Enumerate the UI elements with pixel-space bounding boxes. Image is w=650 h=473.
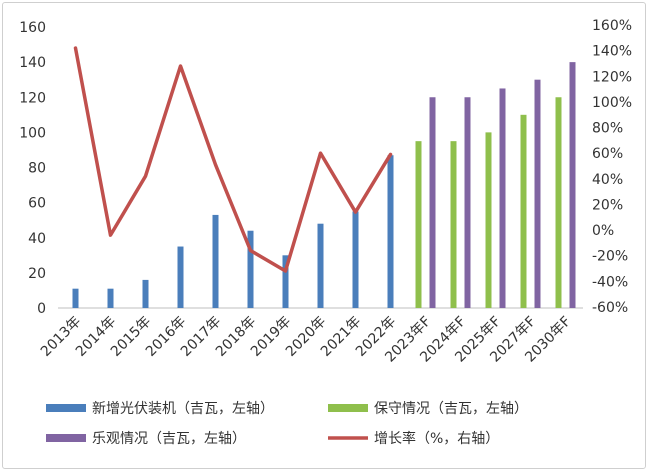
bar: [450, 141, 457, 308]
bar: [282, 255, 289, 308]
bar: [247, 230, 254, 308]
bar: [142, 279, 149, 308]
bar: [520, 114, 527, 308]
right-axis: -60% -40% -20% 0% 20% 40% 60% 80% 100% 120% 140% 16…: [592, 18, 632, 316]
bar: [317, 223, 324, 308]
growth-line: [73, 46, 393, 273]
left-axis-tick-label: 100: [19, 125, 46, 141]
right-axis-tick-label: 160%: [592, 18, 632, 34]
bars: [72, 62, 576, 308]
right-axis-tick-label: -20%: [592, 249, 628, 265]
left-axis-tick-label: 160: [19, 20, 46, 36]
legend-swatch-bar: [328, 404, 368, 412]
left-axis-tick-label: 0: [37, 301, 46, 317]
right-axis-tick-label: 60%: [592, 146, 623, 162]
left-axis-tick-label: 140: [19, 55, 46, 71]
bar: [534, 79, 541, 308]
right-axis-tick-label: -40%: [592, 274, 628, 290]
right-axis-tick-label: 120%: [592, 69, 632, 85]
left-axis-tick-label: 80: [28, 161, 46, 177]
right-axis-tick-label: 80%: [592, 121, 623, 137]
legend-swatch-bar: [46, 434, 86, 442]
bar: [352, 211, 359, 308]
bar: [499, 88, 506, 308]
legend-label: 保守情况（吉瓦，左轴）: [374, 401, 528, 417]
legend-swatch-bar: [46, 404, 86, 412]
bar: [464, 97, 471, 308]
x-axis: 2013年2014年2015年2016年2017年2018年2019年2020年…: [38, 307, 583, 366]
legend: 新增光伏装机（吉瓦，左轴） 保守情况（吉瓦，左轴） 乐观情况（吉瓦，左轴） 增长率（%…: [46, 401, 528, 447]
right-axis-tick-label: 100%: [592, 95, 632, 111]
right-axis-tick-label: 140%: [592, 44, 632, 60]
bar: [72, 288, 79, 308]
bar: [485, 132, 492, 308]
legend-label: 乐观情况（吉瓦，左轴）: [92, 431, 246, 447]
left-axis-tick-label: 120: [19, 90, 46, 106]
legend-label: 新增光伏装机（吉瓦，左轴）: [92, 401, 274, 417]
bar: [212, 214, 219, 308]
right-axis-tick-label: -60%: [592, 300, 628, 316]
bar: [569, 62, 576, 308]
left-axis-tick-label: 60: [28, 196, 46, 212]
left-axis: 0 20 40 60 80 100 120 140 160: [19, 20, 46, 317]
left-axis-tick-label: 40: [28, 231, 46, 247]
bar: [387, 155, 394, 308]
bar: [177, 246, 184, 308]
bar: [415, 141, 422, 308]
bar: [555, 97, 562, 308]
right-axis-tick-label: 40%: [592, 172, 623, 188]
right-axis-tick-label: 20%: [592, 197, 623, 213]
chart-frame: [2, 2, 646, 469]
growth-rate-line: [73, 46, 393, 273]
left-axis-tick-label: 20: [28, 266, 46, 282]
legend-label: 增长率（%，右轴）: [374, 430, 499, 447]
right-axis-tick-label: 0%: [592, 223, 614, 239]
bar: [429, 97, 436, 308]
bar: [107, 288, 114, 308]
